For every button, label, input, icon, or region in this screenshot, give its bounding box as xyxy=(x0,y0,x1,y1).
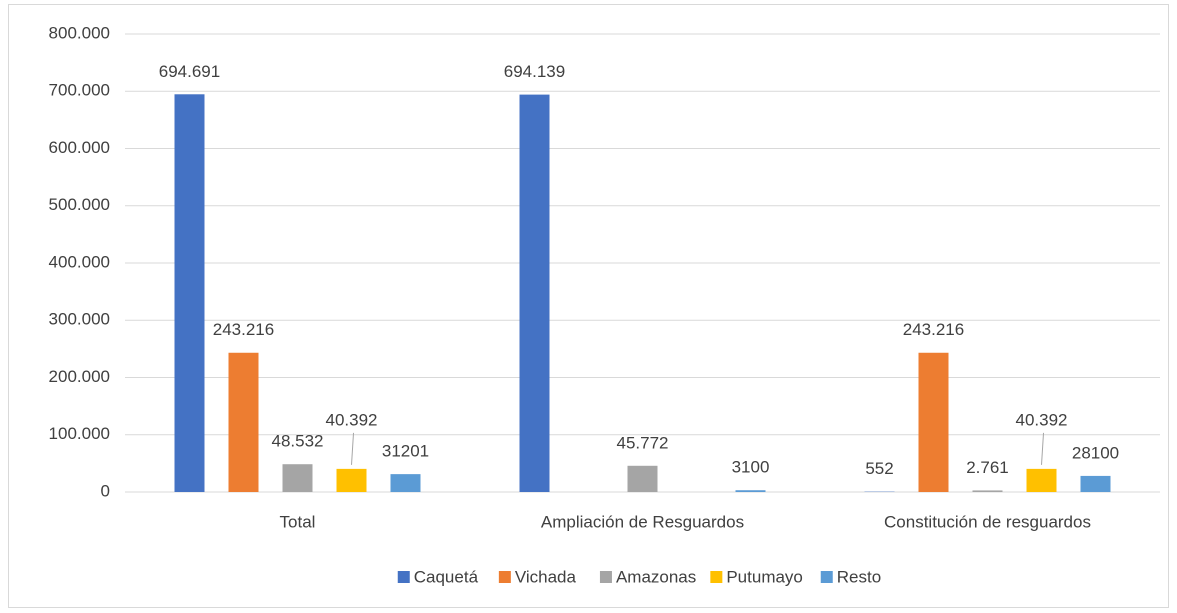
bar xyxy=(336,468,367,492)
legend-swatch xyxy=(498,571,511,583)
data-label: 694.691 xyxy=(159,62,220,81)
legend-label: Resto xyxy=(837,567,881,586)
data-label: 694.139 xyxy=(504,62,565,81)
data-label: 2.761 xyxy=(966,458,1009,477)
x-tick-label: Ampliación de Resguardos xyxy=(541,512,744,531)
data-label: 3100 xyxy=(732,458,770,477)
y-tick-label: 700.000 xyxy=(49,81,110,100)
y-tick-label: 600.000 xyxy=(49,138,110,157)
data-label: 45.772 xyxy=(617,433,669,452)
x-tick-label: Total xyxy=(280,512,316,531)
leader-line xyxy=(1041,432,1044,465)
bar xyxy=(627,465,658,492)
data-label: 48.532 xyxy=(272,432,324,451)
data-label: 243.216 xyxy=(213,320,274,339)
legend-swatch xyxy=(710,571,723,583)
y-tick-label: 500.000 xyxy=(49,195,110,214)
data-label: 552 xyxy=(865,459,893,478)
legend-label: Caquetá xyxy=(414,567,479,586)
bar xyxy=(735,490,766,492)
bar xyxy=(918,352,949,492)
y-tick-label: 400.000 xyxy=(49,252,110,271)
legend-swatch xyxy=(820,571,833,583)
data-label: 31201 xyxy=(382,442,429,461)
y-tick-label: 100.000 xyxy=(49,424,110,443)
legend-label: Putumayo xyxy=(726,567,803,586)
leader-line xyxy=(351,432,354,465)
bar xyxy=(390,474,421,492)
data-label: 40.392 xyxy=(1016,410,1068,429)
legend-label: Amazonas xyxy=(616,567,696,586)
y-tick-label: 800.000 xyxy=(49,23,110,42)
data-label: 243.216 xyxy=(903,320,964,339)
data-label: 28100 xyxy=(1072,443,1119,462)
bar xyxy=(1080,475,1111,492)
bar xyxy=(174,94,205,493)
y-tick-label: 300.000 xyxy=(49,310,110,329)
legend-swatch xyxy=(599,571,612,583)
legend-swatch xyxy=(397,571,410,583)
data-label: 40.392 xyxy=(326,410,378,429)
bar xyxy=(519,94,550,493)
bar xyxy=(1026,468,1057,492)
bar xyxy=(228,352,259,492)
y-tick-label: 0 xyxy=(101,481,110,500)
bar xyxy=(972,490,1003,492)
y-tick-label: 200.000 xyxy=(49,367,110,386)
legend-label: Vichada xyxy=(515,567,577,586)
x-tick-label: Constitución de resguardos xyxy=(884,512,1091,531)
bar xyxy=(282,464,313,492)
